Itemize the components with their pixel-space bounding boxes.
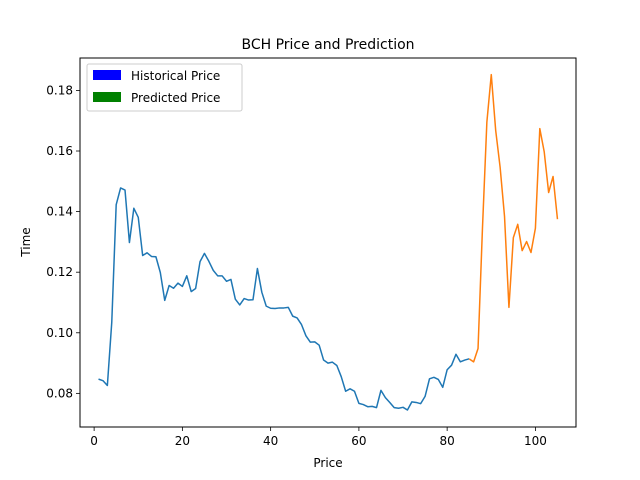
plot-frame — [79, 57, 577, 428]
x-axis-label: Price — [313, 456, 342, 470]
legend-box — [86, 63, 243, 112]
legend-swatch-historical — [93, 70, 121, 80]
x-tick-label: 20 — [175, 434, 190, 448]
series-line-0 — [98, 187, 470, 411]
y-tick-label: 0.18 — [46, 83, 73, 97]
y-tick-label: 0.10 — [46, 326, 73, 340]
y-axis-label: Time — [19, 227, 33, 257]
series-line-1 — [468, 73, 559, 363]
y-tick-label: 0.12 — [46, 265, 73, 279]
y-tick-label: 0.08 — [46, 386, 73, 400]
legend: Historical Price Predicted Price — [86, 63, 243, 112]
x-tick-label: 0 — [90, 434, 98, 448]
legend-swatch-predicted — [93, 92, 121, 102]
legend-label-predicted: Predicted Price — [131, 91, 220, 105]
legend-label-historical: Historical Price — [131, 69, 220, 83]
y-tick-label: 0.16 — [46, 144, 73, 158]
x-axis-ticks: 0 20 40 60 80 100 — [90, 427, 547, 448]
series-layer — [98, 73, 559, 411]
y-axis-ticks: 0.08 0.10 0.12 0.14 0.16 0.18 — [46, 83, 80, 400]
plot-area — [80, 58, 576, 427]
y-tick-label: 0.14 — [46, 205, 73, 219]
x-tick-label: 40 — [263, 434, 278, 448]
chart-title: BCH Price and Prediction — [241, 37, 414, 53]
x-tick-label: 80 — [440, 434, 455, 448]
x-tick-label: 100 — [524, 434, 547, 448]
x-tick-label: 60 — [351, 434, 366, 448]
